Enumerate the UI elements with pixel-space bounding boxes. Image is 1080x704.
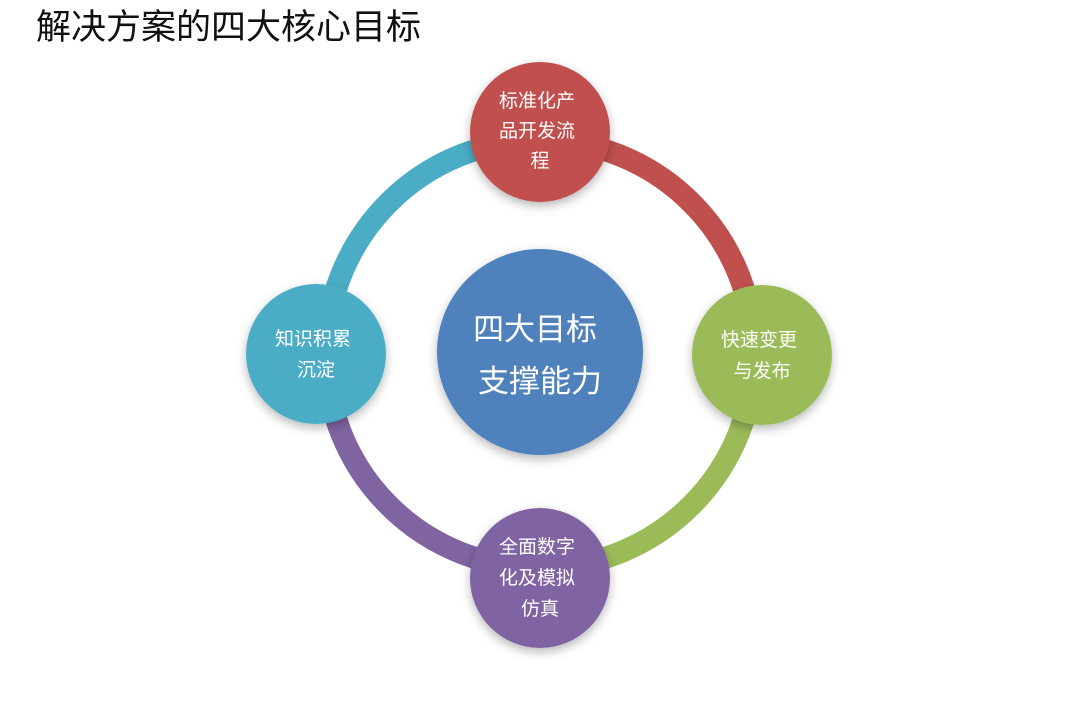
node-bottom-line-2: 化及模拟: [499, 567, 575, 589]
node-left-line-1: 知识积累: [275, 328, 351, 350]
node-right-line-1: 快速变更: [721, 329, 797, 351]
node-bottom: 全面数字 化及模拟 仿真: [470, 508, 610, 648]
node-left: 知识积累 沉淀: [246, 284, 386, 424]
center-node: 四大目标 支撑能力: [437, 249, 643, 455]
node-top: 标准化产 品开发流 程: [470, 62, 610, 202]
node-bottom-line-1: 全面数字: [499, 536, 575, 558]
node-left-line-2: 沉淀: [297, 359, 335, 381]
node-right: 快速变更 与发布: [692, 285, 832, 425]
node-right-circle: [692, 285, 832, 425]
node-top-line-2: 品开发流: [499, 120, 575, 142]
center-label-line-1: 四大目标: [473, 312, 597, 348]
node-bottom-line-3: 仿真: [521, 598, 559, 620]
node-top-line-1: 标准化产: [499, 90, 575, 112]
node-left-circle: [246, 284, 386, 424]
node-top-line-3: 程: [530, 150, 549, 172]
center-circle: [437, 249, 643, 455]
center-label-line-2: 支撑能力: [478, 364, 602, 400]
node-right-line-2: 与发布: [733, 360, 790, 382]
